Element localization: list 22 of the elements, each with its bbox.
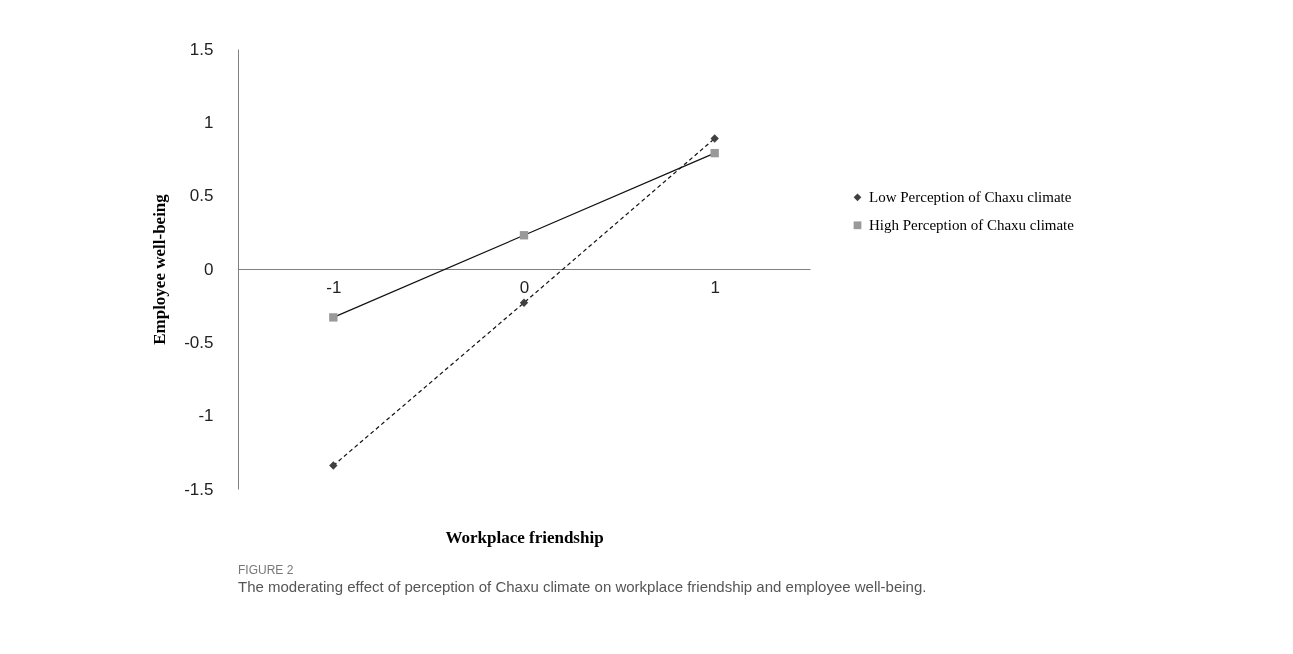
x-axis-title: Workplace friendship (445, 527, 604, 547)
x-tick-label: 0 (519, 277, 530, 297)
y-tick-label: 1.5 (189, 39, 214, 59)
point (710, 134, 719, 143)
x-tick-label: -1 (326, 277, 342, 297)
point (710, 148, 719, 158)
y-tick-label: 0 (204, 259, 214, 279)
text: The moderating effect of perception of Chaxu climate on workplace friendship and employee well-being. (238, 578, 927, 595)
caption: FIGURE 2 (238, 563, 294, 577)
y-axis-title: Employee well-being (150, 193, 170, 345)
point (519, 231, 529, 240)
y-tick-label: -1 (198, 406, 214, 426)
point (329, 313, 338, 322)
legend-label: High Perception of Chaxu climate (869, 217, 1075, 234)
point (329, 461, 338, 470)
y-tick-label: 0.5 (189, 186, 214, 206)
y-tick-label: 1 (204, 112, 214, 132)
y-tick-label: -0.5 (184, 332, 214, 352)
point (519, 298, 529, 307)
y-tick-label: -1.5 (184, 479, 214, 499)
x-tick-label: 1 (710, 277, 720, 297)
legend-label: Low Perception of Chaxu climate (869, 189, 1072, 206)
